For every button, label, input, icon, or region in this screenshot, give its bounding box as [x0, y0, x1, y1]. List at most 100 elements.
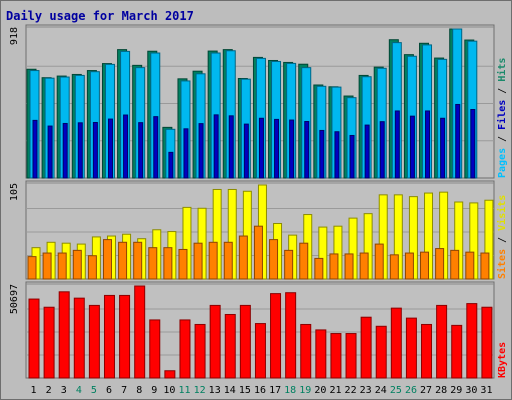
bar-sites-day-15 — [238, 235, 248, 280]
panel-hits: 918 Pages / Files / Hits — [9, 24, 508, 179]
legend-item-kbytes: KBytes — [497, 342, 508, 378]
x-tick-label-day-25: 25 — [390, 385, 402, 396]
x-tick-label-day-1: 1 — [31, 385, 37, 396]
bar-kbytes-day-8 — [134, 285, 146, 379]
x-tick-label-day-9: 9 — [151, 385, 157, 396]
bar-sites-day-4 — [72, 249, 82, 280]
bar-sites-day-13 — [208, 241, 218, 280]
legend-separator: / — [497, 130, 508, 148]
bar-pages-day-27 — [425, 110, 431, 179]
bar-kbytes-day-1 — [28, 298, 40, 379]
x-tick-label-day-3: 3 — [61, 385, 67, 396]
bar-kbytes-day-22 — [345, 333, 357, 379]
bar-kbytes-day-28 — [436, 304, 448, 379]
bar-pages-day-10 — [168, 151, 174, 179]
x-tick-label-day-19: 19 — [299, 385, 311, 396]
bar-sites-day-27 — [420, 251, 430, 280]
bar-kbytes-day-11 — [179, 319, 191, 379]
bar-kbytes-day-3 — [58, 291, 70, 379]
bar-kbytes-day-10 — [164, 370, 176, 379]
bar-kbytes-day-26 — [405, 317, 417, 379]
x-tick-label-day-22: 22 — [345, 385, 357, 396]
panel-visits: 105 Sites / Visits — [9, 180, 508, 280]
bar-pages-day-5 — [92, 121, 98, 179]
bar-kbytes-day-19 — [300, 323, 312, 379]
bar-pages-day-28 — [440, 117, 446, 179]
bar-kbytes-day-16 — [254, 323, 266, 379]
x-tick-label-day-8: 8 — [136, 385, 142, 396]
bar-sites-day-23 — [359, 252, 369, 280]
bar-kbytes-day-23 — [360, 316, 372, 379]
bar-pages-day-24 — [379, 121, 385, 179]
x-tick-label-day-13: 13 — [209, 385, 221, 396]
bar-sites-day-22 — [344, 253, 354, 280]
bar-sites-day-12 — [193, 242, 203, 280]
bar-sites-day-17 — [269, 239, 279, 280]
bar-pages-day-11 — [183, 128, 189, 179]
bar-pages-day-20 — [319, 129, 325, 179]
bar-pages-day-30 — [470, 109, 476, 179]
x-axis-labels: 1 2 3 4 5 6 7 8 9 10 11 12 13 14 15 16 17 18 19 20 21 22 23 24 2… — [31, 385, 493, 396]
bar-kbytes-day-25 — [390, 307, 402, 379]
bar-kbytes-day-20 — [315, 329, 327, 379]
bar-pages-day-2 — [47, 125, 53, 179]
legend-item-files: Files — [496, 100, 508, 130]
x-tick-label-day-24: 24 — [375, 385, 387, 396]
legend-text: Pages / Files / Hits — [496, 58, 508, 178]
panel-visits-ymax-label: 105 — [9, 183, 20, 201]
bar-sites-day-6 — [102, 239, 112, 280]
bar-pages-day-8 — [138, 122, 144, 179]
legend-separator: / — [497, 231, 508, 249]
x-tick-label-day-10: 10 — [163, 385, 175, 396]
bar-sites-day-26 — [404, 252, 414, 280]
bar-sites-day-19 — [299, 242, 309, 280]
bar-pages-day-23 — [364, 124, 370, 179]
bar-pages-day-12 — [198, 123, 204, 179]
bar-kbytes-day-29 — [451, 324, 463, 379]
bar-sites-day-21 — [329, 253, 339, 280]
bar-sites-day-24 — [374, 243, 384, 280]
bar-kbytes-day-30 — [466, 303, 478, 379]
bar-sites-day-8 — [133, 241, 143, 280]
bar-pages-day-17 — [274, 118, 280, 179]
x-tick-label-day-15: 15 — [239, 385, 251, 396]
bar-kbytes-day-15 — [239, 304, 251, 379]
bar-kbytes-day-5 — [88, 304, 100, 379]
bar-kbytes-day-4 — [73, 297, 85, 379]
bar-pages-day-29 — [455, 103, 461, 179]
x-tick-label-day-20: 20 — [314, 385, 326, 396]
bar-pages-day-16 — [258, 117, 264, 179]
series-sites — [27, 225, 490, 280]
bar-pages-day-1 — [32, 119, 38, 179]
x-tick-label-day-2: 2 — [46, 385, 52, 396]
bar-kbytes-day-31 — [481, 306, 493, 379]
x-tick-label-day-7: 7 — [121, 385, 127, 396]
bar-pages-day-21 — [334, 131, 340, 179]
x-tick-label-day-17: 17 — [269, 385, 281, 396]
bar-sites-day-5 — [87, 255, 97, 280]
bar-kbytes-day-17 — [270, 293, 282, 379]
bar-pages-day-7 — [123, 114, 129, 179]
bar-sites-day-11 — [178, 248, 188, 280]
x-tick-label-day-14: 14 — [224, 385, 236, 396]
x-tick-label-day-31: 31 — [480, 385, 492, 396]
x-tick-label-day-6: 6 — [106, 385, 112, 396]
bar-sites-day-31 — [480, 252, 490, 280]
panel-kbytes-legend: KBytes — [497, 342, 508, 378]
x-tick-label-day-11: 11 — [178, 385, 190, 396]
bar-pages-day-18 — [289, 119, 295, 179]
bar-sites-day-2 — [42, 252, 52, 280]
x-tick-label-day-4: 4 — [76, 385, 82, 396]
bar-kbytes-day-9 — [149, 319, 161, 379]
bar-pages-day-26 — [409, 115, 415, 179]
bar-sites-day-29 — [450, 249, 460, 280]
x-tick-label-day-30: 30 — [465, 385, 477, 396]
x-tick-label-day-18: 18 — [284, 385, 296, 396]
bar-pages-day-14 — [228, 115, 234, 179]
x-tick-label-day-26: 26 — [405, 385, 417, 396]
bar-sites-day-10 — [163, 247, 173, 280]
panel-hits-ymax-label: 918 — [9, 27, 20, 45]
panel-kbytes-ymax-label: 50697 — [9, 284, 20, 314]
series-kbytes — [28, 285, 493, 379]
bar-pages-day-9 — [153, 116, 159, 179]
